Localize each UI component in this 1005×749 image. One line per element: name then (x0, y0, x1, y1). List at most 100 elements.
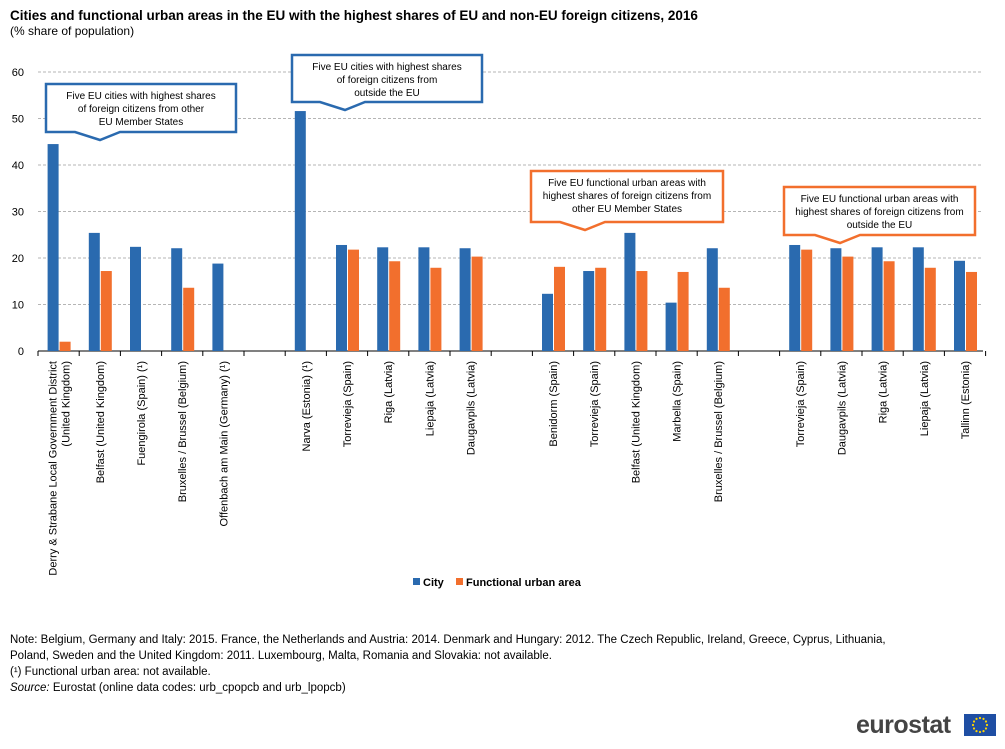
bar-functional-urban-area (554, 266, 565, 351)
callout-text: Five EU cities with highest shares of for… (66, 91, 216, 128)
x-category-label-line: Derry & Strabane Local Government Distri… (48, 361, 60, 576)
bar-functional-urban-area (348, 249, 359, 351)
bar-functional-urban-area (471, 256, 483, 351)
legend-swatch (413, 578, 420, 585)
x-category-label-line: Torrevieja (Spain) (342, 361, 354, 447)
callout-text-line: Five EU cities with highest shares (66, 91, 216, 102)
x-category-label: Belfast (United Kingdom) (630, 361, 642, 483)
callout-text: Five EU functional urban areas with highe… (795, 194, 963, 231)
legend-swatch (456, 578, 463, 585)
x-category-label: Offenbach am Main (Germany) (¹) (218, 361, 230, 526)
x-category-label: Fuengirola (Spain) (¹) (136, 361, 148, 466)
x-category-label: Benidorm (Spain) (548, 361, 560, 447)
callout-text-line: highest shares of foreign citizens from (795, 207, 963, 218)
x-category-label-line: Bruxelles / Brussel (Belgium) (713, 361, 725, 502)
bar-city (954, 260, 965, 351)
callout-text-line: Five EU cities with highest shares (312, 62, 462, 73)
callout-text: Five EU cities with highest shares of for… (312, 62, 462, 99)
source-label: Source: (10, 682, 50, 694)
bar-city (171, 248, 183, 351)
bar-functional-urban-area (883, 261, 895, 351)
callout-text-line: of foreign citizens from other (78, 104, 205, 115)
legend-label: Functional urban area (466, 577, 582, 589)
chart-title: Cities and functional urban areas in the… (10, 8, 698, 23)
callout-text-line: other EU Member States (572, 204, 682, 215)
x-category-label-line: Belfast (United Kingdom) (630, 361, 642, 483)
bar-functional-urban-area (595, 267, 607, 351)
bar-functional-urban-area (389, 261, 401, 351)
x-category-label-line: Narva (Estonia) (¹) (301, 361, 313, 451)
x-category-label-line: (United Kingdom) (61, 361, 73, 447)
bar-functional-urban-area (677, 271, 689, 351)
eu-flag-icon (964, 714, 996, 736)
x-category-label: Daugavpils (Latvia) (466, 361, 478, 455)
bar-city (583, 271, 595, 351)
bar-functional-urban-area (636, 271, 648, 351)
x-category-label-line: Daugavpils (Latvia) (466, 361, 478, 455)
footnotes: Note: Belgium, Germany and Italy: 2015. … (10, 632, 995, 696)
source-text: Eurostat (online data codes: urb_cpopcb … (49, 682, 346, 694)
callout-text-line: of foreign citizens from (337, 75, 438, 86)
bar-city (789, 244, 801, 351)
bar-city (294, 111, 306, 351)
y-tick-label: 20 (12, 253, 24, 265)
bar-functional-urban-area (842, 256, 854, 351)
x-category-label-line: Tallinn (Estonia) (960, 361, 972, 439)
bar-city (830, 248, 842, 351)
bar-city (377, 247, 389, 351)
bar-city (212, 263, 224, 351)
bar-functional-urban-area (924, 267, 936, 351)
x-category-label: Marbella (Spain) (672, 361, 684, 442)
bar-city (624, 232, 636, 351)
x-category-label-line: Fuengirola (Spain) (¹) (136, 361, 148, 466)
bar-functional-urban-area (100, 271, 112, 351)
x-category-label: Liepaja (Latvia) (919, 361, 931, 436)
bar-chart: 0 10 20 30 40 50 60 Derry & Strabane Local Gove… (12, 53, 987, 589)
x-category-label: Bruxelles / Brussel (Belgium) (713, 361, 725, 502)
callout-box (529, 169, 725, 232)
y-tick-label: 10 (12, 300, 24, 312)
x-category-label-line: Riga (Latvia) (878, 361, 890, 423)
bar-functional-urban-area (430, 267, 442, 351)
x-category-label: Derry & Strabane Local Government Distri… (48, 361, 73, 576)
x-category-label-line: Torrevieja (Spain) (795, 361, 807, 447)
x-category-label-line: Offenbach am Main (Germany) (¹) (218, 361, 230, 526)
x-category-label-line: Riga (Latvia) (383, 361, 395, 423)
callout-box (44, 82, 238, 142)
y-tick-label: 30 (12, 207, 24, 219)
callout-text-line: Five EU functional urban areas with (548, 178, 706, 189)
bar-city (706, 248, 718, 351)
note-line-3: (¹) Functional urban area: not available… (10, 666, 211, 678)
x-category-label: Tallinn (Estonia) (960, 361, 972, 439)
x-category-label: Narva (Estonia) (¹) (301, 361, 313, 451)
y-tick-label: 0 (18, 346, 24, 358)
x-category-label-line: Marbella (Spain) (672, 361, 684, 442)
x-category-label: Torrevieja (Spain) (795, 361, 807, 447)
bar-city (459, 248, 471, 351)
callout-text-line: outside the EU (847, 220, 913, 231)
legend-label: City (423, 577, 445, 589)
x-category-label-line: Bruxelles / Brussel (Belgium) (177, 361, 189, 502)
x-category-label-line: Daugavpils (Latvia) (836, 361, 848, 455)
bar-functional-urban-area (183, 287, 195, 351)
x-category-label: Riga (Latvia) (878, 361, 890, 423)
logo-text: eurostat (856, 711, 951, 739)
y-tick-label: 60 (12, 67, 24, 79)
x-category-label: Daugavpils (Latvia) (836, 361, 848, 455)
bar-functional-urban-area (59, 341, 71, 351)
bar-city (912, 247, 924, 351)
bar-functional-urban-area (718, 287, 730, 351)
x-category-label: Liepaja (Latvia) (424, 361, 436, 436)
y-tick-label: 40 (12, 160, 24, 172)
x-category-label-line: Liepaja (Latvia) (424, 361, 436, 436)
x-category-label: Belfast (United Kingdom) (95, 361, 107, 483)
x-category-label: Bruxelles / Brussel (Belgium) (177, 361, 189, 502)
bar-city (130, 246, 141, 351)
callout-text-line: outside the EU (354, 88, 420, 99)
bar-functional-urban-area (801, 249, 813, 351)
callout-text-line: highest shares of foreign citizens from (543, 191, 711, 202)
note-line-1: Note: Belgium, Germany and Italy: 2015. … (10, 634, 886, 646)
x-category-label: Torrevieja (Spain) (342, 361, 354, 447)
bar-city (47, 144, 59, 351)
bar-city (871, 247, 883, 351)
